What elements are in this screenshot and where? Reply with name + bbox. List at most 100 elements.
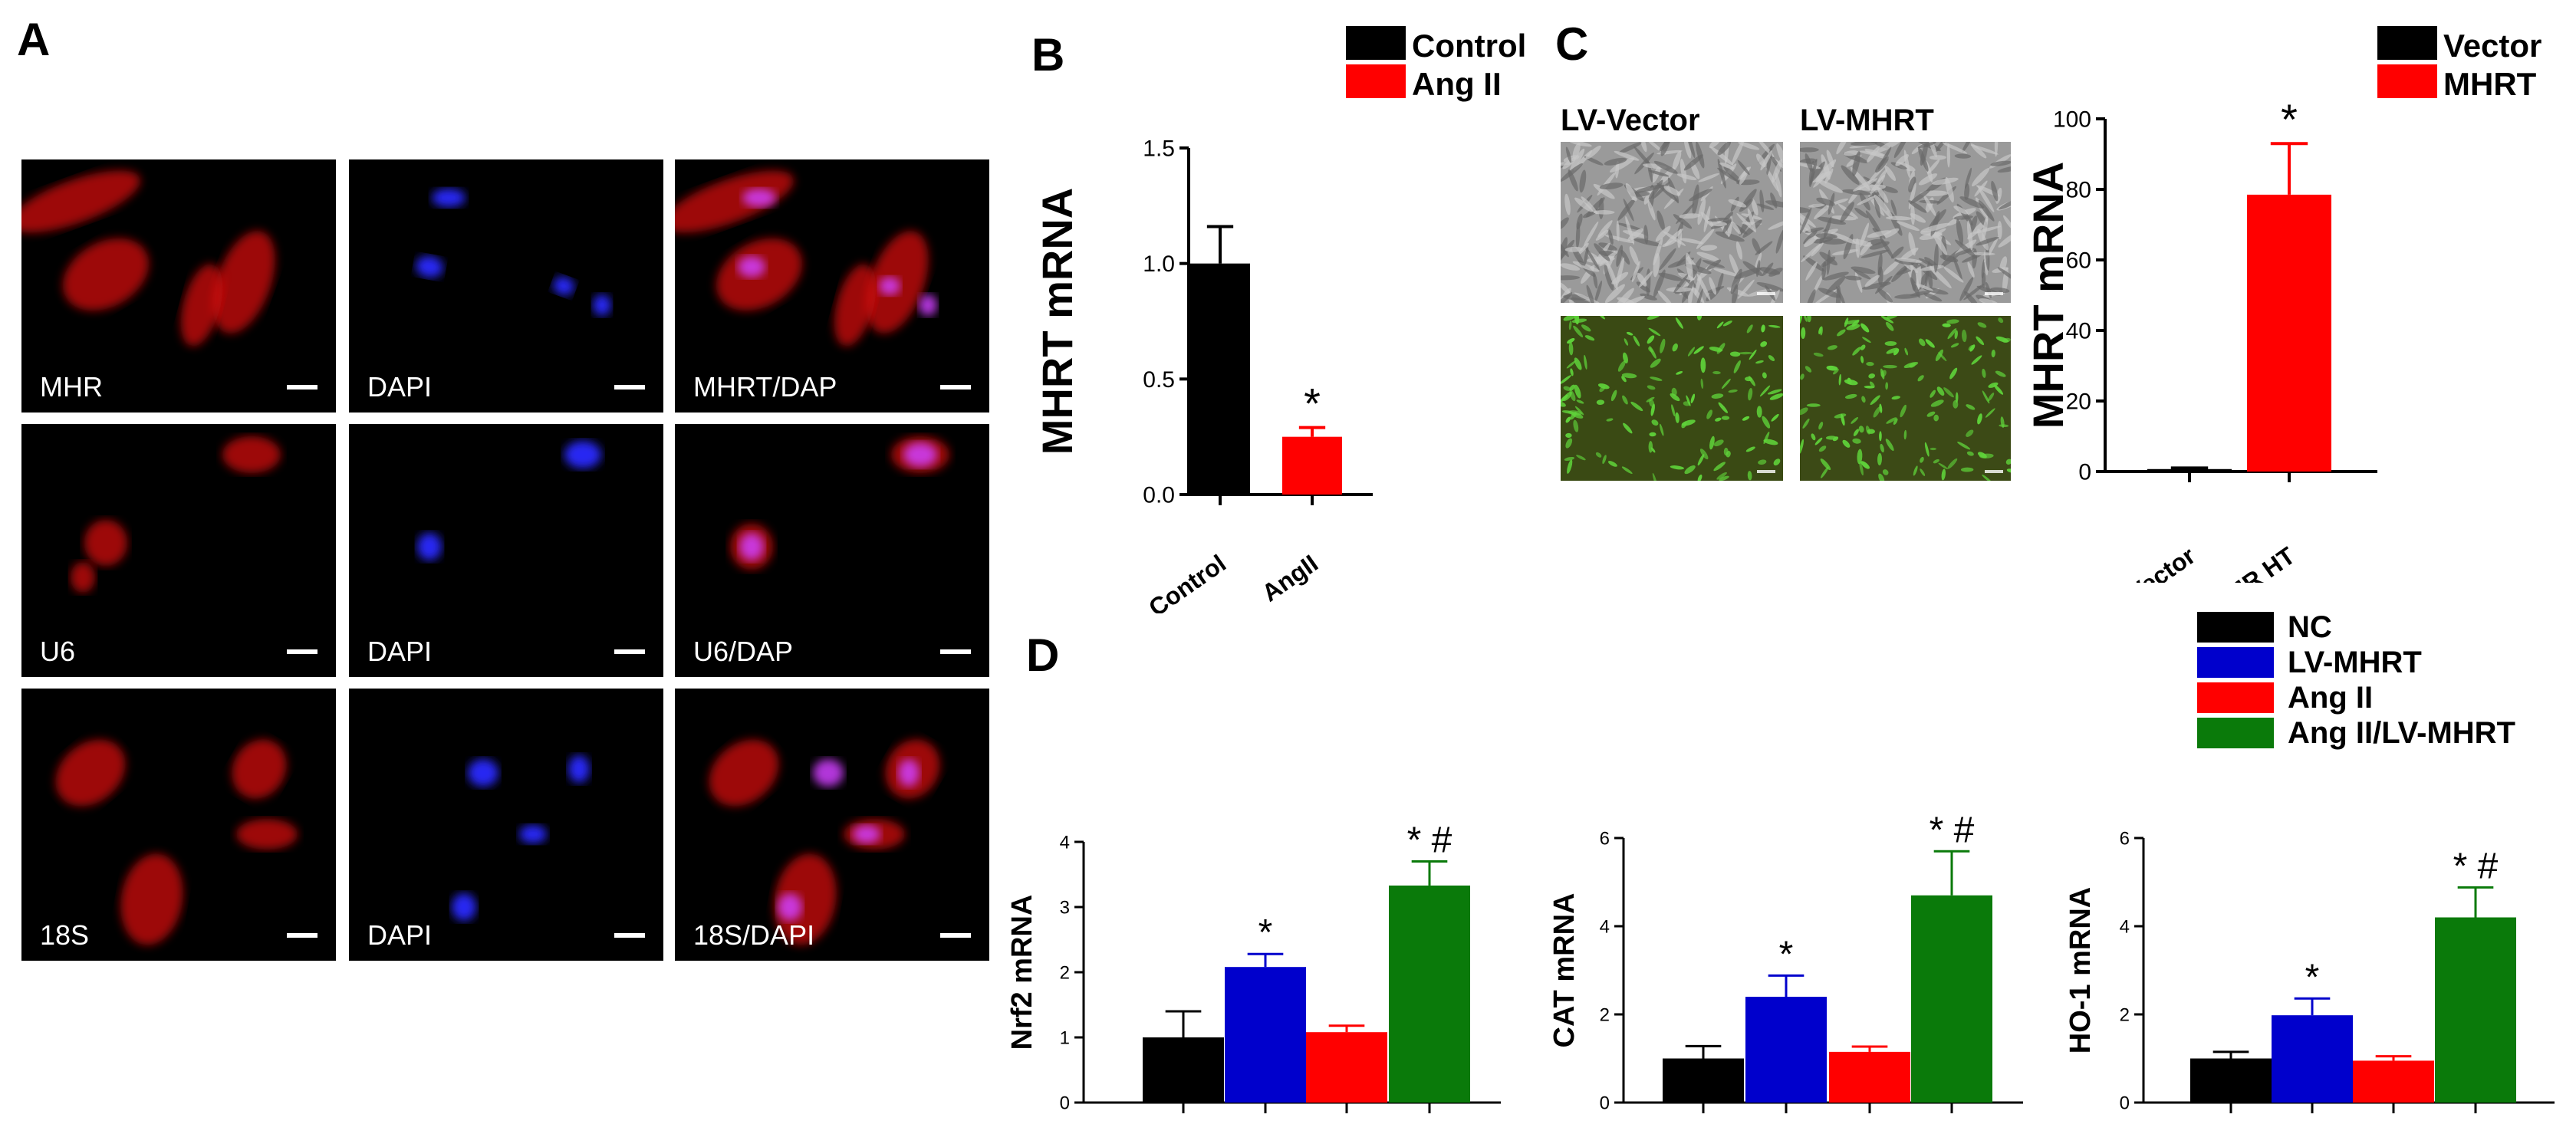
micrograph-tile: DAPI [349, 424, 663, 677]
cell-spot [236, 819, 298, 850]
nucleus-spot [879, 277, 900, 295]
nucleus-spot [919, 294, 937, 316]
cell-spot [468, 759, 498, 787]
y-tick-label: 4 [1060, 832, 1070, 853]
y-tick-label: 100 [2053, 107, 2091, 133]
micrograph-tile: MHR [21, 159, 336, 413]
y-tick-label: 0 [1060, 1093, 1070, 1113]
legend-swatch [2377, 26, 2437, 60]
micrograph-tile: 18S/DAPI [675, 689, 989, 961]
bar [1911, 895, 1992, 1103]
bar [2435, 917, 2516, 1103]
panel-label-b: B [1031, 29, 1065, 81]
nucleus-spot [853, 825, 880, 843]
y-tick-label: 6 [1600, 828, 1610, 849]
y-tick-label: 2 [2120, 1004, 2130, 1025]
lv-mhrt-column-label: LV-MHRT [1800, 104, 1934, 137]
tile-label: U6 [40, 636, 76, 667]
tile-label: MHRT/DAP [693, 371, 837, 403]
lv-vector-column-label: LV-Vector [1561, 104, 1700, 137]
panel-d-legend: NC LV-MHRT Ang II Ang II/LV-MHRT [2197, 610, 2515, 751]
lv-vector-gfp-image [1561, 316, 1783, 481]
chart-b-mhrt-mrna: 0.0 0.5 1.0 1.5 MHRT mRNA Control * AngII Contro… [1033, 26, 1526, 613]
bar [2247, 194, 2331, 472]
chart-d-ho1-mrna: 0 2 4 6 HO-1 mRNA * * # [2064, 828, 2555, 1113]
legend-swatch [1346, 64, 1406, 98]
x-tick-label: AngII [1257, 549, 1323, 606]
significance-marker: * # [1407, 820, 1452, 861]
scale-bar [614, 385, 645, 390]
y-axis-label: MHRT mRNA [2025, 162, 2072, 429]
scale-bar [614, 933, 645, 938]
y-tick-label: 4 [1600, 916, 1610, 937]
lv-mhrt-brightfield-image [1800, 142, 2011, 303]
nucleus-spot [778, 893, 802, 921]
legend-swatch [2377, 64, 2437, 98]
legend-label: Ang II [1412, 66, 1502, 102]
y-axis-label: HO-1 mRNA [2064, 887, 2097, 1053]
legend-label: LV-MHRT [2288, 645, 2422, 679]
y-tick-label: 40 [2066, 319, 2091, 344]
x-tick-label: MR HT [2220, 541, 2300, 583]
x-tick-label: Vector [2123, 541, 2200, 583]
legend-item: LV-MHRT [2197, 645, 2515, 680]
tile-label: 18S/DAPI [693, 919, 815, 951]
cell-spot [834, 264, 877, 347]
cell-spot [452, 893, 476, 921]
y-tick-label: 0 [2120, 1093, 2130, 1113]
y-axis-label: MHRT mRNA [1033, 188, 1081, 455]
scale-bar [287, 933, 317, 938]
nucleus-spot [742, 189, 776, 207]
scale-bar [614, 649, 645, 654]
panel-label-c: C [1555, 18, 1589, 70]
bar [1225, 967, 1306, 1103]
legend-swatch [2197, 682, 2274, 713]
nucleus-spot [738, 256, 765, 278]
y-axis-label: CAT mRNA [1549, 893, 1581, 1048]
panel-label-a: A [17, 14, 51, 65]
bar [2272, 1015, 2353, 1103]
legend-swatch [1346, 26, 1406, 60]
cell-spot [593, 294, 611, 316]
scale-bar [287, 385, 317, 390]
bar [2147, 468, 2232, 472]
legend-label: Vector [2443, 28, 2541, 64]
micrograph-tile: MHRT/DAP [675, 159, 989, 413]
significance-marker: * [2305, 957, 2320, 998]
y-tick-label: 4 [2120, 916, 2130, 937]
bar [2190, 1058, 2272, 1103]
chart-d-nrf2-mrna: 0 1 2 3 4 Nrf2 mRNA * * # [1006, 820, 1501, 1113]
legend-swatch [2197, 612, 2274, 643]
micrograph-tile: 18S [21, 689, 336, 961]
cell-spot [564, 441, 601, 468]
cell-spot [432, 189, 466, 207]
cell-spot [774, 853, 837, 945]
legend-item: Ang II [2197, 680, 2515, 715]
y-tick-label: 1.5 [1143, 136, 1175, 162]
tile-label: U6/DAP [693, 636, 794, 667]
y-tick-label: 2 [1600, 1004, 1610, 1025]
panel-label-d: D [1026, 629, 1060, 681]
y-tick-label: 0 [1600, 1093, 1610, 1113]
lv-mhrt-gfp-image [1800, 316, 2011, 481]
bar [1389, 885, 1470, 1103]
scale-bar [940, 933, 971, 938]
scale-bar [940, 385, 971, 390]
y-tick-label: 0 [2078, 460, 2091, 485]
significance-marker: * [1304, 380, 1321, 428]
bar [1282, 436, 1342, 495]
bar [1663, 1058, 1744, 1103]
y-tick-label: 20 [2066, 390, 2091, 415]
cell-spot [71, 562, 95, 593]
micrograph-tile: U6 [21, 424, 336, 677]
cell-spot [568, 755, 590, 783]
cell-spot [553, 276, 574, 296]
y-tick-label: 60 [2066, 248, 2091, 274]
scale-bar [940, 649, 971, 654]
tile-label: DAPI [367, 371, 433, 403]
bar [1190, 263, 1250, 495]
cell-spot [675, 170, 795, 233]
x-tick-label: Control [1143, 549, 1231, 613]
cell-spot [212, 231, 275, 334]
